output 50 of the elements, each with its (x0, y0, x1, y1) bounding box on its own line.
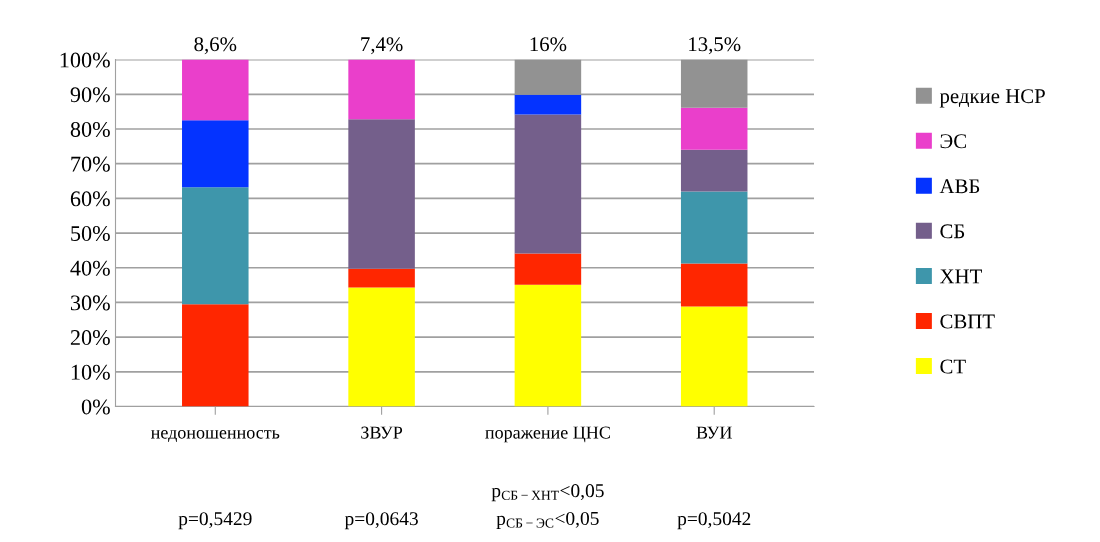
legend-label: СБ (940, 224, 965, 239)
text: p=0,0643 (344, 512, 418, 530)
y-tick-label: 50% (71, 225, 110, 242)
y-tick-label: 80% (70, 121, 110, 137)
y-tick-label: 30% (70, 295, 110, 311)
bar (348, 119, 415, 269)
bar (680, 149, 748, 192)
legend-label: ЭС (940, 134, 966, 149)
legend-label: СТ (940, 359, 966, 374)
bar (182, 187, 249, 305)
y-tick-label: 90% (70, 87, 110, 103)
bar (680, 191, 748, 264)
x-tick-label: ВУИ (696, 426, 732, 439)
annotation: 8,6% (194, 37, 237, 55)
y-tick-label: 60% (70, 191, 110, 207)
bar (348, 268, 415, 288)
bar (182, 304, 249, 407)
y-tick-label: 10% (71, 364, 110, 380)
bar (514, 253, 582, 285)
x-tick-label: ЗВУР (361, 426, 403, 439)
text: p$_{СБ−ХНТ}$<0,05 (491, 484, 604, 502)
y-tick-label: 70% (71, 156, 110, 172)
legend-label: ХНТ (939, 269, 982, 284)
bar (514, 284, 582, 407)
bar (680, 107, 748, 150)
bar (182, 120, 249, 188)
bar (680, 59, 748, 108)
x-tick-label: поражение ЦНС (485, 426, 610, 443)
bar (514, 94, 582, 115)
bar (680, 306, 748, 407)
bar (348, 59, 415, 120)
text: p=0,5429 (178, 512, 252, 530)
legend-label: АВБ (939, 179, 980, 194)
annotation: 7,4% (361, 37, 403, 55)
y-tick-label: 40% (70, 260, 110, 276)
legend-label: редкие НСР (939, 89, 1045, 108)
bar (514, 59, 582, 95)
bar (182, 59, 249, 121)
text: p=0,5042 (677, 512, 751, 530)
x-tick-label: недоношенность (151, 429, 280, 442)
y-tick-label: 0% (81, 399, 110, 415)
y-tick-label: 100% (60, 52, 110, 68)
y-tick-label: 20% (70, 330, 110, 346)
bar (680, 263, 748, 307)
text: p$_{СБ−ЭС}$<0,05 (496, 511, 599, 529)
legend-label: СВПТ (940, 314, 995, 329)
bar (348, 287, 415, 407)
bar (514, 114, 582, 254)
annotation: 16% (530, 37, 567, 52)
annotation: 13,5% (689, 37, 741, 55)
